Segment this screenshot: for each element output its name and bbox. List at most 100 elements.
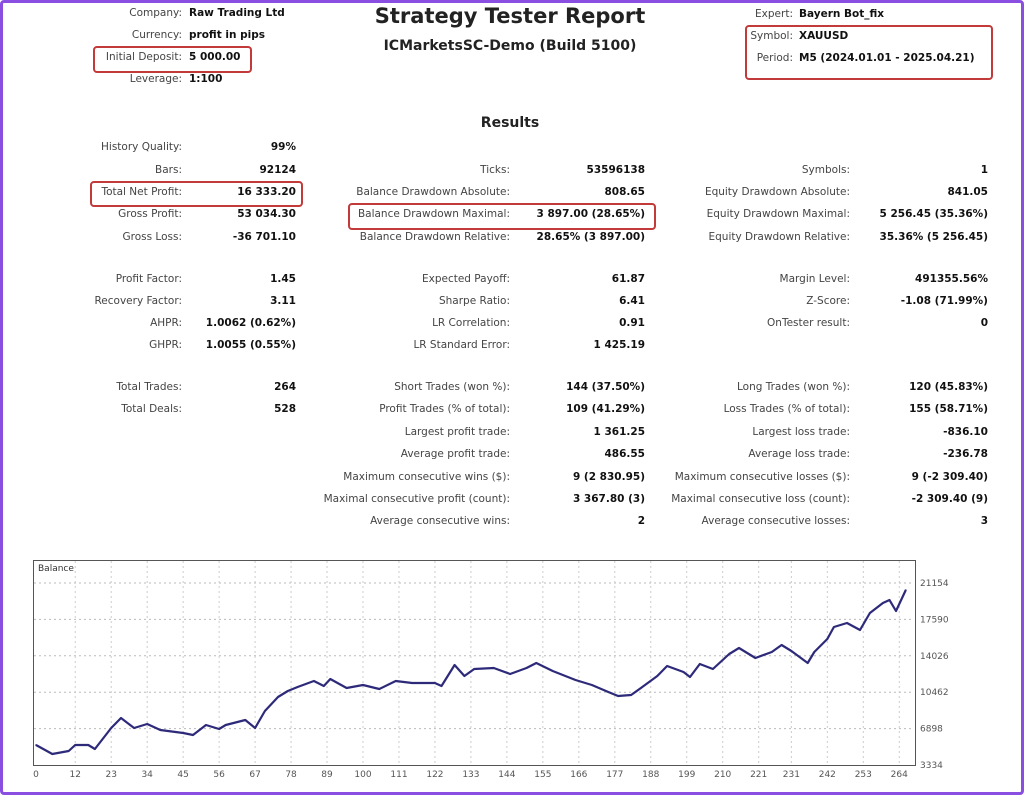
- x-tick-label: 34: [141, 770, 153, 780]
- stat-value: 3 367.80 (3): [572, 493, 645, 505]
- stat-label: Average consecutive losses:: [701, 515, 850, 527]
- stat-value: 808.65: [604, 186, 645, 198]
- header-label: Period:: [756, 52, 793, 64]
- balance-point: [682, 671, 685, 673]
- stat-label: Largest loss trade:: [752, 426, 850, 438]
- header-label: Expert:: [755, 8, 793, 20]
- balance-point: [411, 682, 413, 684]
- balance-point: [218, 728, 220, 730]
- header-value: M5 (2024.01.01 - 2025.04.21): [799, 52, 975, 64]
- stat-label: Total Deals:: [121, 403, 182, 415]
- balance-point: [394, 680, 397, 682]
- stat-label: Average consecutive wins:: [370, 515, 510, 527]
- y-tick-label: 17590: [920, 615, 949, 625]
- balance-point: [869, 612, 871, 614]
- stat-label: Z-Score:: [806, 295, 850, 307]
- stat-value: 120 (45.83%): [909, 381, 988, 393]
- x-tick-label: 12: [70, 770, 81, 780]
- balance-point: [770, 651, 773, 653]
- balance-point: [509, 673, 511, 675]
- stat-value: 53596138: [586, 164, 645, 176]
- balance-point: [859, 629, 861, 631]
- balance-point: [94, 748, 96, 750]
- x-tick-label: 155: [534, 770, 551, 780]
- stat-label: Equity Drawdown Relative:: [708, 231, 850, 243]
- header-label: Leverage:: [129, 73, 182, 85]
- x-tick-label: 0: [33, 770, 39, 780]
- balance-point: [286, 690, 289, 692]
- balance-point: [905, 589, 907, 591]
- stat-label: Average loss trade:: [748, 448, 850, 460]
- stat-value: 264: [274, 381, 296, 393]
- header-value: 5 000.00: [189, 51, 241, 63]
- stat-label: Largest profit trade:: [404, 426, 510, 438]
- balance-point: [159, 729, 162, 731]
- balance-point: [895, 610, 897, 612]
- header-value: Raw Trading Ltd: [189, 7, 285, 19]
- balance-point: [244, 719, 247, 721]
- balance-point: [728, 653, 731, 655]
- stat-value: 1 425.19: [593, 339, 645, 351]
- x-tick-label: 111: [390, 770, 407, 780]
- stat-value: 1: [980, 164, 988, 176]
- x-tick-label: 177: [606, 770, 623, 780]
- stat-value: -236.78: [943, 448, 988, 460]
- stat-value: 0: [980, 317, 988, 329]
- balance-point: [254, 727, 256, 729]
- balance-point: [780, 644, 783, 646]
- balance-point: [754, 657, 757, 659]
- stat-value: -836.10: [943, 426, 988, 438]
- stat-value: 1.45: [270, 273, 296, 285]
- balance-point: [453, 664, 456, 666]
- stat-value: 155 (58.71%): [909, 403, 988, 415]
- balance-point: [313, 680, 315, 682]
- stat-value: 1 361.25: [593, 426, 645, 438]
- balance-point: [888, 599, 891, 601]
- balance-point: [574, 679, 577, 681]
- stat-value: 109 (41.29%): [566, 403, 645, 415]
- stat-label: Profit Trades (% of total):: [379, 403, 510, 415]
- stat-value: 528: [274, 403, 296, 415]
- stat-value: 5 256.45 (35.36%): [879, 208, 988, 220]
- stat-value: 99%: [270, 141, 296, 153]
- balance-point: [666, 665, 668, 667]
- balance-point: [738, 647, 740, 649]
- balance-point: [656, 675, 659, 677]
- server-build: ICMarketsSC-Demo (Build 5100): [383, 38, 637, 54]
- balance-point: [591, 684, 593, 686]
- highlight-total-net-profit: [90, 181, 303, 207]
- balance-point: [224, 724, 227, 726]
- balance-point: [630, 694, 632, 696]
- header-value: 1:100: [189, 73, 223, 85]
- x-tick-label: 133: [462, 770, 479, 780]
- stat-label: Gross Loss:: [122, 231, 183, 243]
- x-tick-label: 78: [285, 770, 297, 780]
- balance-point: [296, 686, 299, 688]
- x-tick-label: 231: [783, 770, 800, 780]
- x-tick-label: 23: [105, 770, 116, 780]
- stat-value: -1.08 (71.99%): [900, 295, 988, 307]
- balance-point: [473, 668, 475, 670]
- stat-label: Equity Drawdown Maximal:: [706, 208, 850, 220]
- balance-point: [699, 663, 701, 665]
- x-tick-label: 122: [426, 770, 443, 780]
- balance-point: [607, 691, 610, 693]
- balance-point: [525, 667, 528, 669]
- stat-label: Margin Level:: [779, 273, 850, 285]
- balance-point: [790, 650, 793, 652]
- stat-label: Balance Drawdown Relative:: [359, 231, 510, 243]
- stat-value: 1.0062 (0.62%): [205, 317, 296, 329]
- balance-point: [689, 676, 691, 678]
- stat-label: Recovery Factor:: [94, 295, 182, 307]
- balance-point: [120, 717, 122, 719]
- balance-point: [345, 687, 348, 689]
- header-value: XAUUSD: [799, 30, 849, 42]
- header-label: Company:: [129, 7, 182, 19]
- balance-point: [535, 662, 538, 664]
- stat-value: 3.11: [270, 295, 296, 307]
- stat-label: Average profit trade:: [400, 448, 510, 460]
- balance-point: [133, 727, 135, 729]
- balance-point: [434, 682, 436, 684]
- header-label: Symbol:: [750, 30, 793, 42]
- stat-value: 28.65% (3 897.00): [536, 231, 645, 243]
